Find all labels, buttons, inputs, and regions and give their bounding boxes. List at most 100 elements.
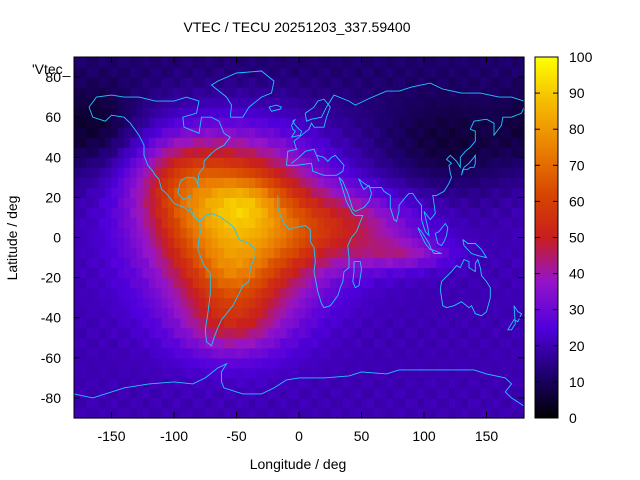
heatmap-cell: [455, 327, 463, 339]
heatmap-cell: [224, 67, 231, 78]
heatmap-cell: [417, 337, 425, 349]
heatmap-cell: [317, 367, 325, 379]
heatmap-cell: [517, 137, 525, 148]
heatmap-cell: [180, 137, 188, 148]
heatmap-cell: [374, 257, 381, 269]
heatmap-cell: [261, 347, 269, 359]
heatmap-cell: [342, 207, 350, 219]
heatmap-cell: [224, 237, 231, 249]
heatmap-cell: [149, 227, 156, 239]
heatmap-cell: [86, 297, 94, 309]
heatmap-cell: [274, 67, 281, 78]
heatmap-cell: [274, 77, 281, 88]
heatmap-cell: [417, 197, 425, 209]
heatmap-cell: [242, 57, 250, 68]
heatmap-cell: [249, 377, 256, 389]
heatmap-cell: [242, 337, 250, 349]
heatmap-cell: [342, 277, 350, 289]
heatmap-cell: [74, 77, 81, 88]
heatmap-cell: [342, 67, 350, 78]
heatmap-cell: [311, 157, 319, 168]
heatmap-cell: [130, 347, 138, 359]
heatmap-cell: [499, 187, 506, 198]
heatmap-cell: [461, 57, 469, 68]
heatmap-cell: [111, 107, 119, 118]
heatmap-cell: [461, 217, 469, 229]
heatmap-cell: [486, 57, 494, 68]
heatmap-cell: [192, 57, 200, 68]
heatmap-cell: [461, 297, 469, 309]
heatmap-cell: [380, 277, 388, 289]
heatmap-cell: [442, 207, 450, 219]
heatmap-cell: [217, 277, 225, 289]
heatmap-cell: [442, 397, 450, 409]
heatmap-cell: [192, 137, 200, 148]
heatmap-cell: [86, 207, 94, 219]
heatmap-cell: [511, 127, 519, 138]
heatmap-cell: [211, 137, 219, 148]
heatmap-cell: [280, 57, 288, 68]
heatmap-cell: [386, 97, 394, 108]
heatmap-cell: [474, 317, 481, 329]
heatmap-cell: [286, 297, 294, 309]
heatmap-cell: [424, 127, 431, 138]
heatmap-cell: [417, 147, 425, 158]
heatmap-cell: [161, 87, 169, 98]
heatmap-cell: [211, 117, 219, 128]
heatmap-cell: [92, 147, 100, 158]
heatmap-cell: [492, 217, 500, 229]
heatmap-cell: [161, 327, 169, 339]
heatmap-cell: [149, 407, 156, 419]
heatmap-cell: [249, 117, 256, 128]
heatmap-cell: [430, 337, 438, 349]
heatmap-cell: [392, 397, 400, 409]
heatmap-cell: [199, 257, 206, 269]
heatmap-cell: [155, 187, 163, 198]
heatmap-cell: [349, 277, 356, 289]
heatmap-cell: [430, 407, 438, 419]
heatmap-cell: [261, 107, 269, 118]
heatmap-cell: [274, 137, 281, 148]
heatmap-cell: [255, 137, 263, 148]
heatmap-cell: [349, 387, 356, 399]
heatmap-cell: [392, 247, 400, 259]
heatmap-cell: [105, 357, 113, 369]
heatmap-cell: [236, 307, 244, 319]
heatmap-cell: [486, 137, 494, 148]
heatmap-cell: [80, 237, 88, 249]
heatmap-cell: [492, 107, 500, 118]
heatmap-cell: [374, 157, 381, 168]
heatmap-cell: [474, 357, 481, 369]
heatmap-cell: [174, 117, 181, 128]
heatmap-cell: [174, 397, 181, 409]
heatmap-cell: [99, 107, 106, 118]
heatmap-cell: [411, 117, 419, 128]
heatmap-cell: [324, 357, 331, 369]
heatmap-cell: [186, 387, 194, 399]
heatmap-cell: [355, 57, 363, 68]
heatmap-cell: [155, 57, 163, 68]
heatmap-cell: [155, 317, 163, 329]
heatmap-cell: [74, 277, 81, 289]
heatmap-cell: [311, 107, 319, 118]
colorbar-tick-label: 0: [569, 410, 577, 426]
heatmap-cell: [224, 287, 231, 299]
heatmap-cell: [361, 257, 369, 269]
heatmap-cell: [361, 387, 369, 399]
heatmap-cell: [105, 67, 113, 78]
heatmap-cell: [292, 257, 300, 269]
heatmap-cell: [205, 397, 213, 409]
heatmap-cell: [299, 147, 306, 158]
heatmap-cell: [174, 317, 181, 329]
heatmap-cell: [286, 107, 294, 118]
heatmap-cell: [255, 107, 263, 118]
heatmap-cell: [230, 147, 238, 158]
heatmap-cell: [342, 257, 350, 269]
heatmap-cell: [136, 107, 144, 118]
heatmap-cell: [205, 157, 213, 168]
heatmap-cell: [224, 137, 231, 148]
heatmap-cell: [442, 87, 450, 98]
heatmap-cell: [461, 287, 469, 299]
heatmap-cell: [255, 117, 263, 128]
heatmap-cell: [180, 227, 188, 239]
